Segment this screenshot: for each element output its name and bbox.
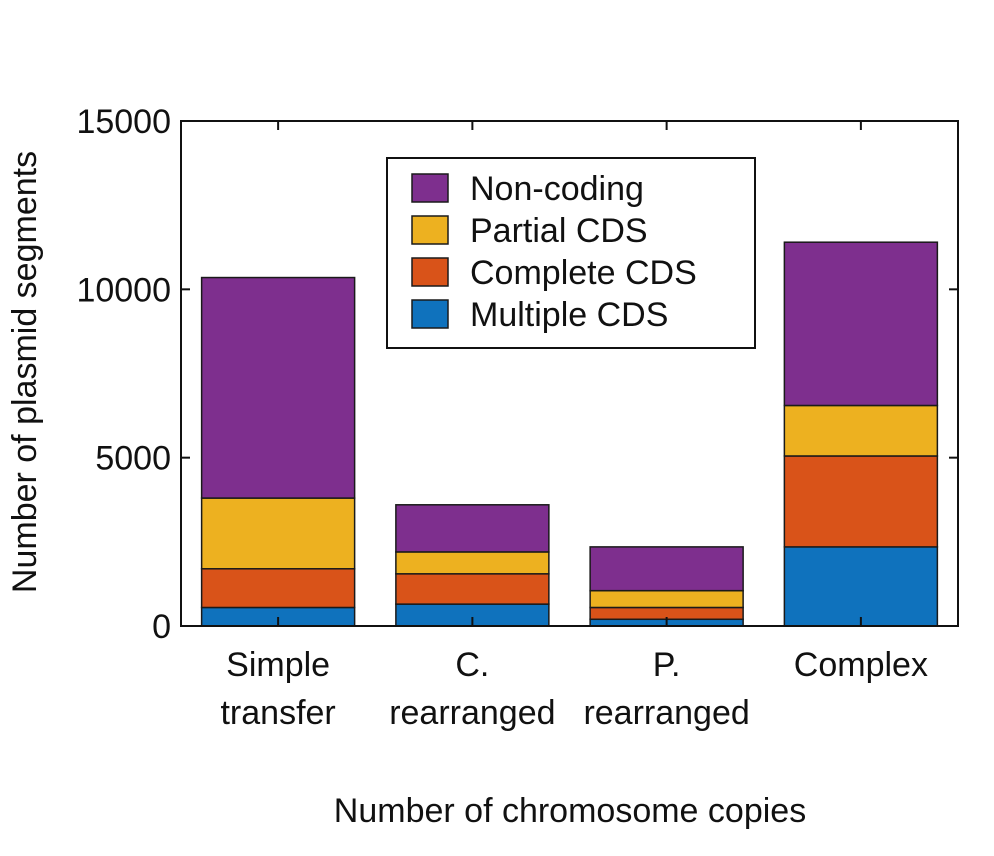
bar-c-rearranged-complete-cds [395,573,550,605]
x-axis-title: Number of chromosome copies [334,792,806,830]
axes-layer [180,120,959,627]
y-tick-label: 0 [152,608,171,646]
bar-simple-transfer-partial-cds [200,497,356,570]
legend-swatch-non-coding [411,173,449,203]
x-category-label: P. rearranged [583,646,749,732]
legend-label-non-coding: Non-coding [470,170,644,208]
x-category-label: Complex [794,646,928,684]
bar-complex-partial-cds [783,404,939,457]
legend-swatch-complete-cds [411,257,449,287]
bar-simple-transfer-complete-cds [200,568,356,609]
legend-label-complete-cds: Complete CDS [470,254,697,292]
legend-label-multiple-cds: Multiple CDS [470,296,668,334]
bar-c-rearranged-partial-cds [395,551,550,575]
legend-swatch-partial-cds [411,215,449,245]
bar-c-rearranged-non-coding [395,504,550,553]
bar-complex-complete-cds [783,455,939,548]
bars-layer [200,241,939,627]
labels-layer: 0 5000 10000 15000 Simple transfer C. rearrange… [76,103,928,732]
bar-p-rearranged-non-coding [589,546,744,592]
bar-simple-transfer-non-coding [200,276,356,499]
bar-complex-multiple-cds [783,546,939,627]
legend-swatch-multiple-cds [411,299,449,329]
y-tick-label: 15000 [76,103,171,141]
plot-frame [180,120,959,627]
y-tick-label: 10000 [76,271,171,309]
bar-complex-non-coding [783,241,939,407]
legend: Non-coding Partial CDS Complete CDS Multipl… [386,157,756,349]
x-category-label: C. rearranged [389,646,555,732]
bar-p-rearranged-partial-cds [589,589,744,609]
x-category-label: Simple transfer [220,646,335,732]
legend-label-partial-cds: Partial CDS [470,212,648,250]
y-axis-title: Number of plasmid segments [6,151,44,593]
y-tick-label: 5000 [95,440,171,478]
